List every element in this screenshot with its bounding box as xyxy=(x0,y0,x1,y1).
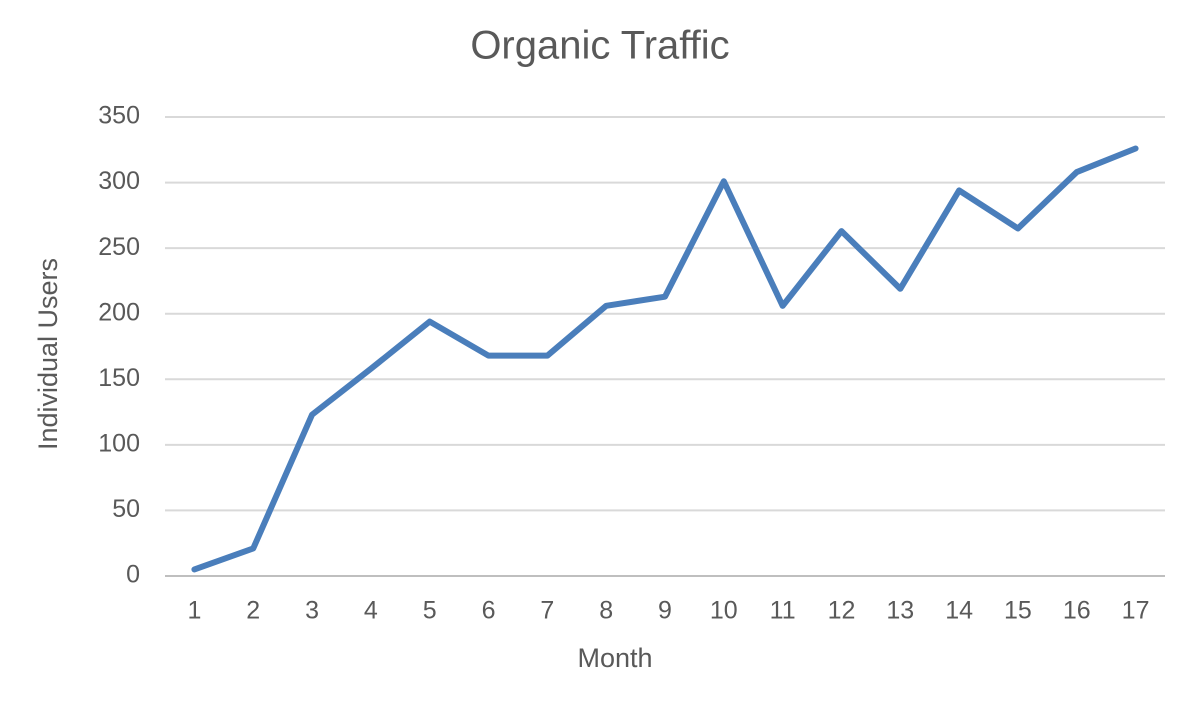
x-tick-label: 13 xyxy=(886,597,914,625)
y-tick-label: 0 xyxy=(126,561,140,589)
x-tick-label: 6 xyxy=(482,597,496,625)
y-tick-label: 250 xyxy=(98,233,140,261)
x-tick-label: 14 xyxy=(945,597,973,625)
x-tick-label: 16 xyxy=(1063,597,1091,625)
x-axis-title: Month xyxy=(577,643,652,673)
x-tick-label: 3 xyxy=(305,597,319,625)
x-tick-label: 15 xyxy=(1004,597,1032,625)
x-tick-label: 4 xyxy=(364,597,378,625)
y-tick-label: 200 xyxy=(98,298,140,326)
chart-title: Organic Traffic xyxy=(470,24,729,68)
y-tick-label: 300 xyxy=(98,167,140,195)
y-tick-label: 150 xyxy=(98,364,140,392)
y-tick-label: 100 xyxy=(98,429,140,457)
x-tick-label: 8 xyxy=(599,597,613,625)
y-tick-label: 350 xyxy=(98,102,140,130)
x-tick-label: 1 xyxy=(187,597,201,625)
data-line xyxy=(191,145,1139,573)
y-axis-title: Individual Users xyxy=(33,258,63,450)
x-tick-label: 5 xyxy=(423,597,437,625)
x-tick-label: 9 xyxy=(658,597,672,625)
y-tick-label: 50 xyxy=(112,495,140,523)
x-tick-label: 17 xyxy=(1122,597,1150,625)
x-tick-label: 7 xyxy=(540,597,554,625)
x-tick-label: 2 xyxy=(246,597,260,625)
x-tick-label: 12 xyxy=(828,597,856,625)
x-tick-label: 11 xyxy=(770,597,796,625)
x-tick-label: 10 xyxy=(710,597,738,625)
